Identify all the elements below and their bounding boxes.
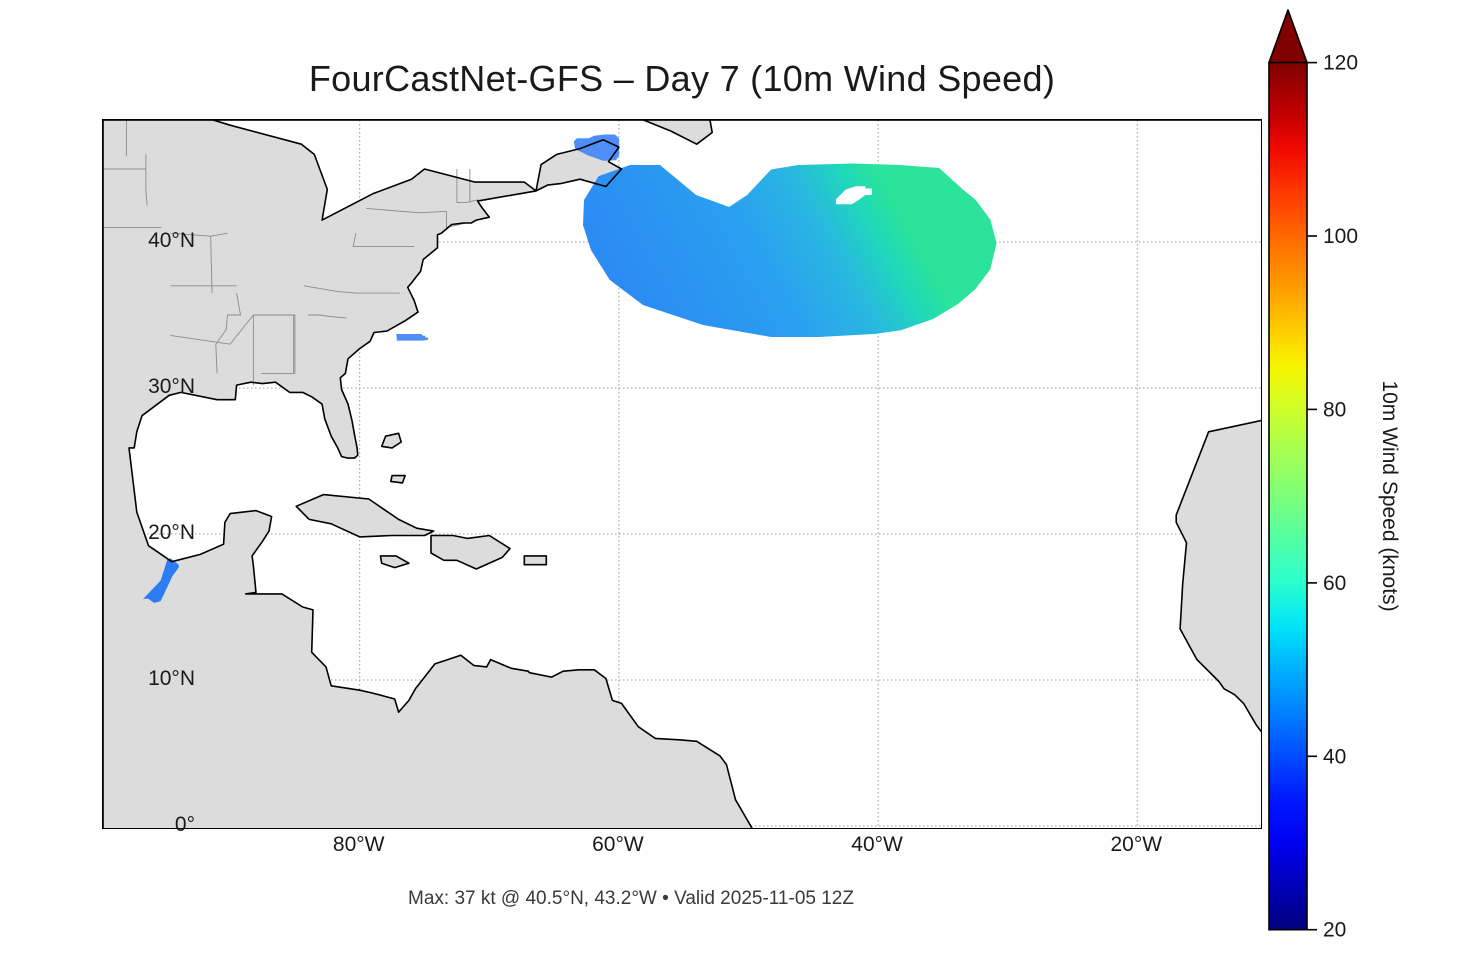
svg-text:60: 60	[1323, 572, 1346, 595]
svg-text:100: 100	[1323, 225, 1358, 248]
svg-text:40: 40	[1323, 745, 1346, 768]
svg-text:120: 120	[1323, 52, 1358, 75]
svg-text:10m Wind Speed (knots): 10m Wind Speed (knots)	[1378, 380, 1401, 611]
svg-text:80: 80	[1323, 398, 1346, 421]
svg-text:20: 20	[1323, 919, 1346, 942]
